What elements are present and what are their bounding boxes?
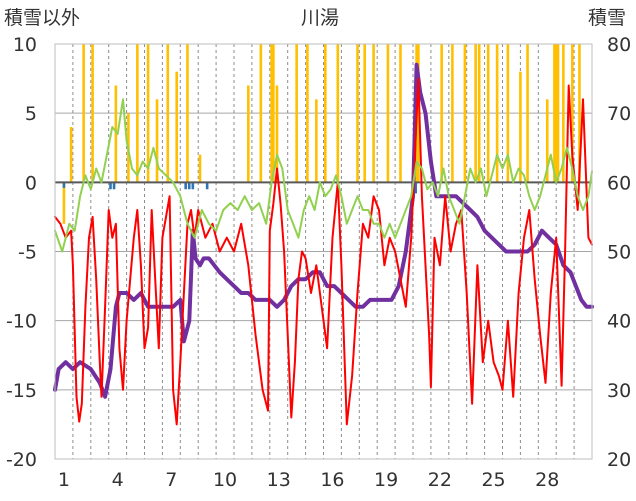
snowfall-bar bbox=[166, 44, 170, 183]
x-tick-label: 19 bbox=[374, 469, 398, 491]
precip_rain-bar bbox=[191, 182, 195, 190]
snow_depth-line bbox=[53, 62, 594, 399]
y-tick-right-label: 70 bbox=[607, 103, 631, 125]
x-tick-label: 25 bbox=[481, 469, 505, 491]
snowfall-bar bbox=[562, 44, 565, 183]
snowfall-bar bbox=[275, 85, 279, 183]
precip_rain-bar bbox=[414, 182, 417, 194]
snowfall-bar bbox=[495, 44, 499, 183]
y-tick-right-label: 60 bbox=[607, 172, 631, 194]
snowfall-bar bbox=[556, 44, 560, 183]
bars-layer bbox=[62, 44, 581, 224]
snowfall-bar bbox=[186, 44, 189, 183]
snowfall-bar bbox=[136, 44, 139, 183]
x-tick-label: 10 bbox=[213, 469, 237, 491]
y-tick-left-label: -20 bbox=[6, 449, 37, 471]
snowfall-bar bbox=[571, 44, 574, 183]
snowfall-bar bbox=[259, 44, 263, 183]
snowfall-bar bbox=[545, 99, 549, 183]
y-tick-left-label: -5 bbox=[18, 242, 37, 264]
snowfall-bar bbox=[62, 182, 66, 224]
snowfall-bar bbox=[578, 44, 581, 183]
snowfall-bar bbox=[486, 44, 490, 183]
snowfall-bar bbox=[175, 71, 179, 183]
snowfall-bar bbox=[526, 44, 529, 183]
snowfall-bar bbox=[474, 44, 477, 183]
snowfall-bar bbox=[315, 99, 318, 183]
snowfall-bar bbox=[451, 44, 454, 183]
y-tick-left-label: -10 bbox=[6, 311, 37, 333]
y-tick-right-label: 40 bbox=[607, 311, 631, 333]
plot-border bbox=[54, 43, 593, 460]
snowfall-bar bbox=[114, 85, 118, 183]
snowfall-bar bbox=[198, 154, 202, 183]
snowfall-bar bbox=[155, 99, 159, 183]
snowfall-bar bbox=[506, 44, 510, 183]
snowfall-bar bbox=[336, 44, 340, 183]
x-tick-label: 7 bbox=[165, 469, 177, 491]
y-tick-left-label: 10 bbox=[13, 34, 37, 56]
snowfall-bar bbox=[295, 44, 298, 183]
y-tick-right-label: 20 bbox=[607, 449, 631, 471]
precip_rain-bar bbox=[112, 182, 116, 190]
snowfall-bar bbox=[386, 44, 390, 183]
x-tick-label: 16 bbox=[320, 469, 344, 491]
snowfall-bar bbox=[399, 44, 402, 183]
y-tick-right-label: 80 bbox=[607, 34, 631, 56]
chart-title: 川湯 bbox=[301, 7, 339, 29]
snowfall-bar bbox=[69, 127, 73, 183]
y-tick-right-label: 50 bbox=[607, 242, 631, 264]
x-tick-label: 1 bbox=[58, 469, 70, 491]
max_temp-line bbox=[54, 98, 593, 253]
y-tick-right-label: 30 bbox=[607, 380, 631, 402]
snowfall-bar bbox=[270, 44, 273, 183]
snowfall-bar bbox=[146, 44, 150, 183]
snowfall-bar bbox=[463, 44, 467, 183]
snowfall-bar bbox=[440, 44, 443, 183]
y-axis-title-left: 積雪以外 bbox=[4, 7, 80, 29]
precip_rain-bar bbox=[62, 182, 66, 188]
y-axis-title-right: 積雪 bbox=[588, 7, 626, 29]
snowfall-bar bbox=[553, 44, 556, 183]
y-tick-left-label: 0 bbox=[25, 172, 37, 194]
snowfall-bar bbox=[306, 44, 309, 183]
x-tick-label: 13 bbox=[267, 469, 291, 491]
snowfall-bar bbox=[272, 44, 275, 183]
x-tick-label: 28 bbox=[535, 469, 559, 491]
lines-layer bbox=[53, 62, 594, 426]
precip_rain-bar bbox=[205, 182, 209, 190]
y-tick-left-label: -15 bbox=[6, 380, 37, 402]
snowfall-bar bbox=[247, 85, 250, 183]
snowfall-bar bbox=[82, 44, 85, 183]
snowfall-bar bbox=[363, 44, 366, 183]
snowfall-bar bbox=[91, 44, 94, 183]
x-tick-label: 22 bbox=[428, 469, 452, 491]
x-tick-label: 4 bbox=[112, 469, 124, 491]
snowfall-bar bbox=[372, 44, 375, 183]
y-tick-left-label: 5 bbox=[25, 103, 37, 125]
snowfall-bar bbox=[519, 71, 522, 183]
snowfall-bar bbox=[323, 44, 327, 183]
snowfall-bar bbox=[554, 44, 558, 183]
precip_rain-bar bbox=[184, 182, 187, 190]
snowfall-bar bbox=[477, 44, 481, 183]
precip_rain-bar bbox=[187, 182, 191, 190]
min_temp-line bbox=[54, 77, 593, 426]
snowfall-bar bbox=[417, 44, 420, 183]
precip_rain-bar bbox=[109, 182, 112, 190]
snowfall-bar bbox=[356, 44, 359, 183]
